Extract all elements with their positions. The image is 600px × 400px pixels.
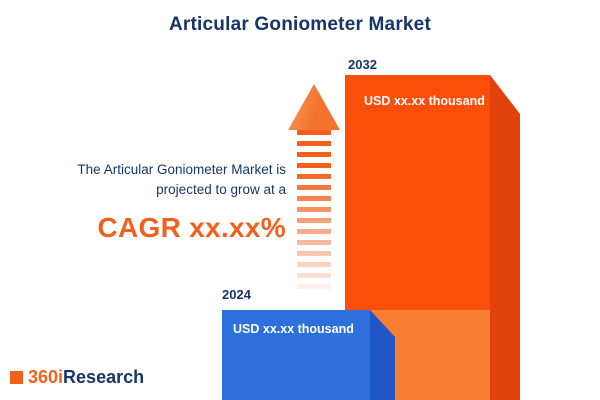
- logo-prefix: 360i: [28, 367, 64, 387]
- bar-2024-front-face: [222, 310, 370, 400]
- value-label-2024: USD xx.xx thousand: [233, 322, 354, 336]
- description-line-1: The Articular Goniometer Market is: [77, 162, 286, 177]
- year-label-2024: 2024: [222, 287, 251, 302]
- growth-arrow-fade: [293, 168, 335, 296]
- cagr-value: CAGR xx.xx%: [97, 212, 286, 244]
- year-label-2032: 2032: [348, 57, 377, 72]
- logo: 360i Research: [10, 367, 144, 388]
- logo-square-icon: [10, 371, 23, 384]
- page-title: Articular Goniometer Market: [169, 14, 431, 35]
- description-line-2: projected to grow at a: [156, 181, 286, 197]
- value-label-2032: USD xx.xx thousand: [364, 94, 485, 108]
- logo-suffix: Research: [63, 367, 145, 387]
- description-block: The Articular Goniometer Market is proje…: [18, 160, 286, 249]
- bar-2032-side-face: [490, 75, 520, 400]
- growth-arrow-icon: [288, 84, 340, 130]
